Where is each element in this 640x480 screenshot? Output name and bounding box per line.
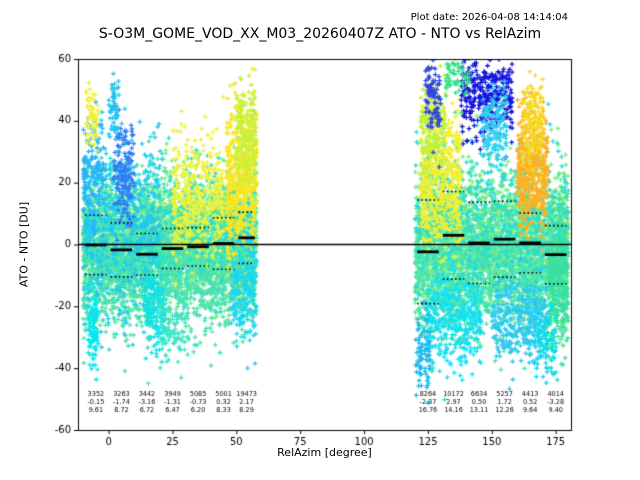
y-axis-label: ATO - NTO [DU] [17,201,31,288]
x-axis-label: RelAzim [degree] [277,446,372,459]
plot-date: Plot date: 2026-04-08 14:14:04 [410,12,568,23]
chart-title: S-O3M_GOME_VOD_XX_M03_20260407Z ATO - NT… [98,26,542,42]
